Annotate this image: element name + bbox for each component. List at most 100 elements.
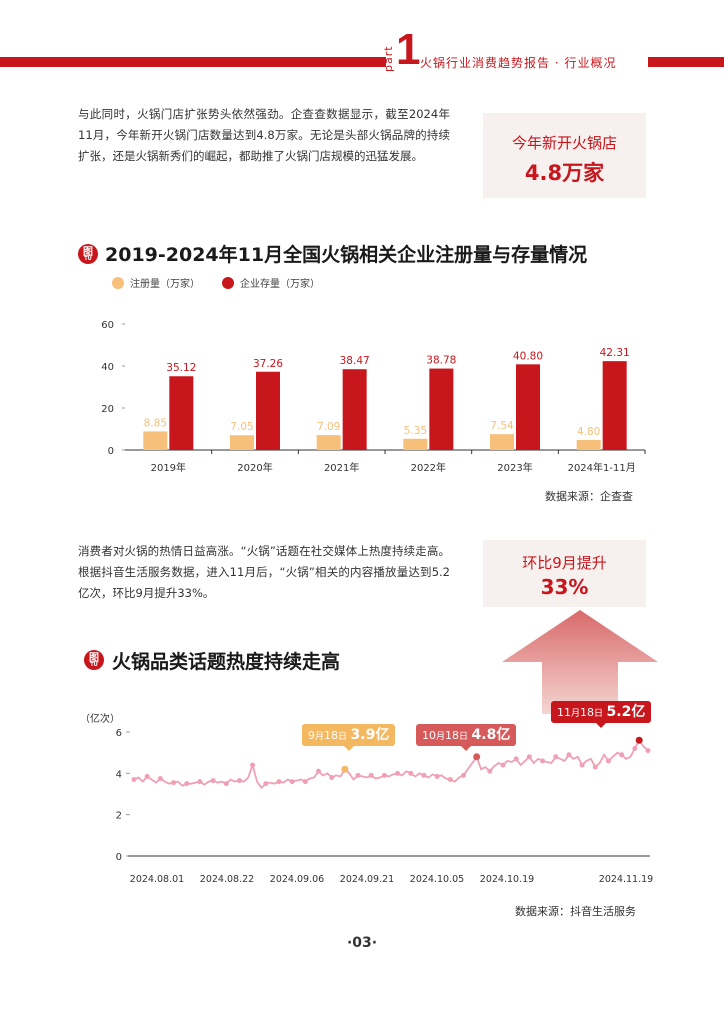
data-point	[395, 770, 401, 776]
intro-paragraph: 与此同时，火锅门店扩张势头依然强劲。企查查数据显示，截至2024年11月，今年新…	[78, 107, 450, 163]
source-qichacha: 数据来源：企查查	[545, 490, 633, 503]
bar-stock	[429, 368, 454, 450]
data-label: 38.78	[426, 355, 456, 367]
data-point	[329, 774, 335, 780]
data-label: 42.31	[600, 347, 630, 359]
header-part-label: part	[382, 45, 395, 72]
y-tick-label: 4	[116, 769, 122, 780]
data-point	[144, 773, 150, 779]
y-tick-label: 40	[101, 362, 114, 373]
y-tick-label: 0	[108, 446, 114, 457]
highlight-growth-value: 33%	[540, 575, 589, 599]
highlight-growth-label: 环比9月提升	[522, 554, 607, 572]
highlight-point	[635, 736, 643, 744]
figure-icon-2: 图 TU	[84, 650, 104, 670]
data-point	[460, 772, 466, 778]
data-point	[553, 754, 559, 760]
data-point	[302, 779, 308, 785]
data-point	[645, 748, 651, 754]
data-point	[434, 773, 440, 779]
x-tick-label: 2024.09.21	[340, 874, 394, 885]
data-label: 35.12	[166, 362, 196, 374]
legend-swatch-stock	[222, 277, 234, 289]
data-point	[276, 779, 282, 785]
bar-chart-title: 2019-2024年11月全国火锅相关企业注册量与存量情况	[105, 244, 588, 266]
x-tick-label: 2024.10.05	[410, 874, 464, 885]
highlight-value: 4.8万家	[524, 161, 605, 185]
y-axis-label: （亿次）	[80, 712, 120, 725]
data-label: 4.80	[577, 426, 600, 438]
bar-stock	[169, 376, 194, 450]
data-point	[579, 762, 585, 768]
header-bar-right	[648, 57, 724, 67]
source-douyin: 数据来源：抖音生活服务	[515, 905, 636, 918]
highlight-label: 今年新开火锅店	[511, 134, 617, 152]
data-point	[381, 772, 387, 778]
data-point	[131, 777, 137, 783]
y-tick-label: 6	[116, 728, 122, 739]
data-point	[619, 752, 625, 758]
data-label: 38.47	[340, 355, 370, 367]
data-point	[184, 781, 190, 787]
header-title: 火锅行业消费趋势报告 · 行业概况	[420, 56, 617, 70]
data-point	[263, 781, 269, 787]
x-tick-label: 2024.11.19	[599, 874, 653, 885]
data-point	[289, 779, 295, 785]
bar-stock	[256, 371, 280, 450]
data-label: 5.35	[404, 425, 427, 437]
legend-swatch-registration	[112, 277, 124, 289]
bar-registration	[403, 438, 428, 450]
data-point	[210, 778, 216, 784]
x-tick-label: 2019年	[151, 461, 186, 474]
data-point	[447, 777, 453, 783]
data-point	[157, 776, 163, 781]
data-point	[487, 768, 493, 774]
bar-registration	[316, 435, 341, 450]
data-point	[500, 762, 506, 768]
legend-stock: 企业存量（万家）	[222, 275, 320, 290]
bar-registration	[490, 434, 514, 450]
bar-stock	[602, 361, 627, 450]
up-arrow-icon	[502, 610, 658, 714]
data-point	[236, 778, 242, 784]
x-tick-label: 2023年	[497, 461, 532, 474]
data-point	[368, 772, 374, 778]
bar-registration	[143, 431, 168, 450]
data-point	[421, 772, 427, 778]
x-tick-label: 2024年1-11月	[568, 461, 636, 474]
data-point	[408, 770, 414, 776]
bar-chart: 0 20 40 60 2019年 8.85 35.12 2020年 7.05 37.26 2021年…	[101, 320, 646, 474]
bar-registration	[576, 439, 601, 450]
line-chart-title: 火锅品类话题热度持续走高	[112, 651, 341, 673]
legend-registration: 注册量（万家）	[112, 275, 200, 290]
x-tick-label: 2024.08.01	[130, 874, 184, 885]
data-point	[250, 762, 256, 768]
callout-nov18: 11月18日 5.2亿	[551, 701, 652, 728]
callout-sep18: 9月18日 3.9亿	[302, 724, 396, 751]
x-tick-label: 2020年	[237, 461, 272, 474]
bar-stock	[516, 364, 540, 450]
highlight-new-stores: 今年新开火锅店 4.8万家	[483, 113, 646, 198]
x-tick-label: 2024.09.06	[270, 874, 324, 885]
x-tick-label: 2021年	[324, 461, 359, 474]
callout-oct18: 10月18日 4.8亿	[416, 724, 517, 751]
data-point	[223, 781, 229, 787]
data-point	[605, 758, 611, 764]
data-label: 37.26	[253, 358, 283, 370]
y-tick-label: 2	[116, 811, 122, 822]
bar-stock	[342, 369, 367, 450]
x-tick-label: 2024.08.22	[200, 874, 254, 885]
header-part-number: 1	[396, 25, 421, 74]
highlight-point	[341, 765, 349, 773]
data-label: 7.09	[317, 421, 340, 433]
data-point	[171, 780, 177, 786]
page-number: ·03·	[346, 935, 378, 951]
highlight-growth: 环比9月提升 33%	[483, 540, 646, 607]
data-label: 7.05	[230, 421, 253, 433]
data-point	[632, 746, 638, 752]
x-tick-label: 2024.10.19	[480, 874, 534, 885]
data-label: 8.85	[144, 417, 167, 429]
data-point	[513, 756, 519, 762]
data-point	[566, 752, 572, 758]
series-line	[133, 738, 649, 790]
